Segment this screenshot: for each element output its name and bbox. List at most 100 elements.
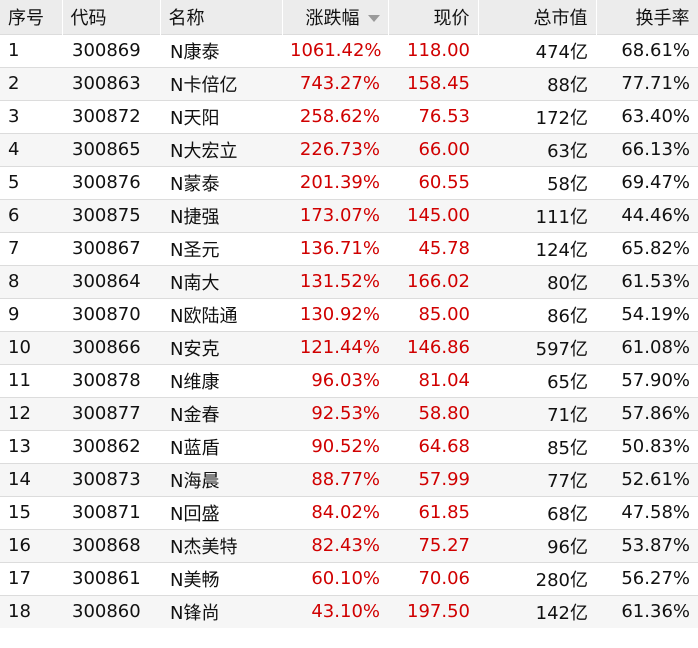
cell-change: 43.10%: [311, 601, 380, 623]
cell-index: 4: [8, 139, 20, 160]
table-row[interactable]: 12 300877 N金春 92.53% 58.80 71亿 57.86%: [0, 397, 698, 430]
cell-market-cap: 96亿: [547, 536, 588, 558]
cell-turnover: 44.46%: [621, 205, 690, 226]
cell-index: 16: [8, 535, 31, 556]
column-header-price[interactable]: 现价: [388, 0, 479, 34]
table-row[interactable]: 5 300876 N蒙泰 201.39% 60.55 58亿 69.47%: [0, 166, 698, 199]
cell-turnover: 57.90%: [621, 370, 690, 391]
table-row[interactable]: 7 300867 N圣元 136.71% 45.78 124亿 65.82%: [0, 232, 698, 265]
cell-price: 158.45: [407, 73, 470, 94]
cell-turnover: 50.83%: [621, 436, 690, 457]
cell-turnover: 61.53%: [621, 271, 690, 292]
table-row[interactable]: 8 300864 N南大 131.52% 166.02 80亿 61.53%: [0, 265, 698, 298]
cell-change: 743.27%: [299, 73, 380, 94]
stock-table: 序号 代码 名称 涨跌幅 现价 总市值 换手率 1 300869 N康泰 1061.4…: [0, 0, 698, 628]
table-header-row: 序号 代码 名称 涨跌幅 现价 总市值 换手率: [0, 0, 698, 34]
cell-market-cap: 86亿: [547, 305, 588, 327]
cell-price: 70.06: [418, 568, 470, 589]
table-row[interactable]: 10 300866 N安克 121.44% 146.86 597亿 61.08%: [0, 331, 698, 364]
cell-price: 75.27: [418, 535, 470, 556]
cell-market-cap: 80亿: [547, 272, 588, 294]
cell-turnover: 66.13%: [621, 139, 690, 160]
cell-market-cap: 71亿: [547, 404, 588, 426]
cell-price: 60.55: [418, 172, 470, 193]
table-row[interactable]: 15 300871 N回盛 84.02% 61.85 68亿 47.58%: [0, 496, 698, 529]
cell-price: 85.00: [418, 304, 470, 325]
cell-index: 18: [8, 601, 31, 623]
cell-turnover: 61.08%: [621, 337, 690, 358]
column-header-label: 代码: [70, 7, 107, 29]
table-row[interactable]: 18 300860 N锋尚 43.10% 197.50 142亿 61.36%: [0, 595, 698, 628]
cell-market-cap: 172亿: [535, 107, 588, 129]
cell-index: 6: [8, 205, 20, 226]
column-header-change[interactable]: 涨跌幅: [282, 0, 389, 34]
cell-code: 300873: [72, 469, 141, 490]
column-header-code[interactable]: 代码: [62, 0, 161, 34]
table-row[interactable]: 9 300870 N欧陆通 130.92% 85.00 86亿 54.19%: [0, 298, 698, 331]
cell-index: 13: [8, 436, 31, 457]
cell-name: N天阳: [170, 107, 220, 129]
cell-price: 66.00: [418, 139, 470, 160]
column-header-name[interactable]: 名称: [160, 0, 283, 34]
cell-code: 300870: [72, 304, 141, 325]
cell-price: 58.80: [418, 403, 470, 424]
cell-index: 9: [8, 304, 20, 325]
table-row[interactable]: 2 300863 N卡倍亿 743.27% 158.45 88亿 77.71%: [0, 67, 698, 100]
cell-turnover: 68.61%: [621, 40, 690, 61]
table-row[interactable]: 14 300873 N海晨 88.77% 57.99 77亿 52.61%: [0, 463, 698, 496]
cell-change: 130.92%: [299, 304, 380, 325]
column-header-turnover[interactable]: 换手率: [596, 0, 698, 34]
table-row[interactable]: 6 300875 N捷强 173.07% 145.00 111亿 44.46%: [0, 199, 698, 232]
table-row[interactable]: 3 300872 N天阳 258.62% 76.53 172亿 63.40%: [0, 100, 698, 133]
cell-index: 2: [8, 73, 20, 94]
cell-code: 300861: [72, 568, 141, 589]
table-row[interactable]: 1 300869 N康泰 1061.42% 118.00 474亿 68.61%: [0, 34, 698, 67]
cell-market-cap: 597亿: [535, 338, 588, 360]
cell-market-cap: 124亿: [535, 239, 588, 261]
cell-name: N捷强: [170, 206, 220, 228]
cell-index: 15: [8, 502, 31, 523]
cell-name: N康泰: [170, 41, 220, 63]
cell-index: 17: [8, 568, 31, 589]
column-header-index[interactable]: 序号: [0, 0, 63, 34]
cell-name: N锋尚: [170, 602, 220, 624]
cell-index: 10: [8, 337, 31, 358]
cell-code: 300869: [72, 40, 141, 61]
cell-change: 90.52%: [311, 436, 380, 457]
cell-market-cap: 474亿: [535, 41, 588, 63]
column-header-label: 现价: [433, 7, 470, 29]
cell-change: 84.02%: [311, 502, 380, 523]
cell-code: 300864: [72, 271, 141, 292]
table-body: 1 300869 N康泰 1061.42% 118.00 474亿 68.61% 2 30086…: [0, 34, 698, 628]
cell-name: N蒙泰: [170, 173, 220, 195]
cell-price: 145.00: [407, 205, 470, 226]
table-row[interactable]: 4 300865 N大宏立 226.73% 66.00 63亿 66.13%: [0, 133, 698, 166]
column-header-label: 换手率: [635, 7, 690, 29]
column-header-market-cap[interactable]: 总市值: [478, 0, 597, 34]
cell-turnover: 57.86%: [621, 403, 690, 424]
table-row[interactable]: 13 300862 N蓝盾 90.52% 64.68 85亿 50.83%: [0, 430, 698, 463]
cell-turnover: 69.47%: [621, 172, 690, 193]
cell-code: 300865: [72, 139, 141, 160]
cell-market-cap: 142亿: [535, 602, 588, 624]
cell-turnover: 54.19%: [621, 304, 690, 325]
cell-name: N欧陆通: [170, 305, 238, 327]
cell-change: 1061.42%: [290, 40, 382, 61]
table-row[interactable]: 16 300868 N杰美特 82.43% 75.27 96亿 53.87%: [0, 529, 698, 562]
cell-code: 300863: [72, 73, 141, 94]
cell-code: 300875: [72, 205, 141, 226]
sort-descending-icon: [367, 15, 380, 23]
cell-change: 173.07%: [299, 205, 380, 226]
cell-name: N杰美特: [170, 536, 238, 558]
table-row[interactable]: 17 300861 N美畅 60.10% 70.06 280亿 56.27%: [0, 562, 698, 595]
cell-code: 300871: [72, 502, 141, 523]
cell-market-cap: 63亿: [547, 140, 588, 162]
cell-turnover: 47.58%: [621, 502, 690, 523]
cell-change: 136.71%: [299, 238, 380, 259]
table-row[interactable]: 11 300878 N维康 96.03% 81.04 65亿 57.90%: [0, 364, 698, 397]
cell-code: 300862: [72, 436, 141, 457]
cell-code: 300866: [72, 337, 141, 358]
cell-market-cap: 280亿: [535, 569, 588, 591]
cell-index: 5: [8, 172, 20, 193]
cell-market-cap: 58亿: [547, 173, 588, 195]
